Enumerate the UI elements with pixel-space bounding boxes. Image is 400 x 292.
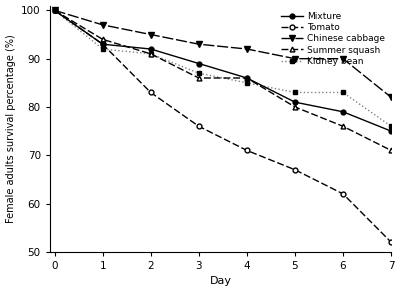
Y-axis label: Female adults survival percentage (%): Female adults survival percentage (%) (6, 34, 16, 223)
X-axis label: Day: Day (210, 277, 232, 286)
Legend: Mixture, Tomato, Chinese cabbage, Summer squash, Kidney bean: Mixture, Tomato, Chinese cabbage, Summer… (279, 10, 387, 68)
